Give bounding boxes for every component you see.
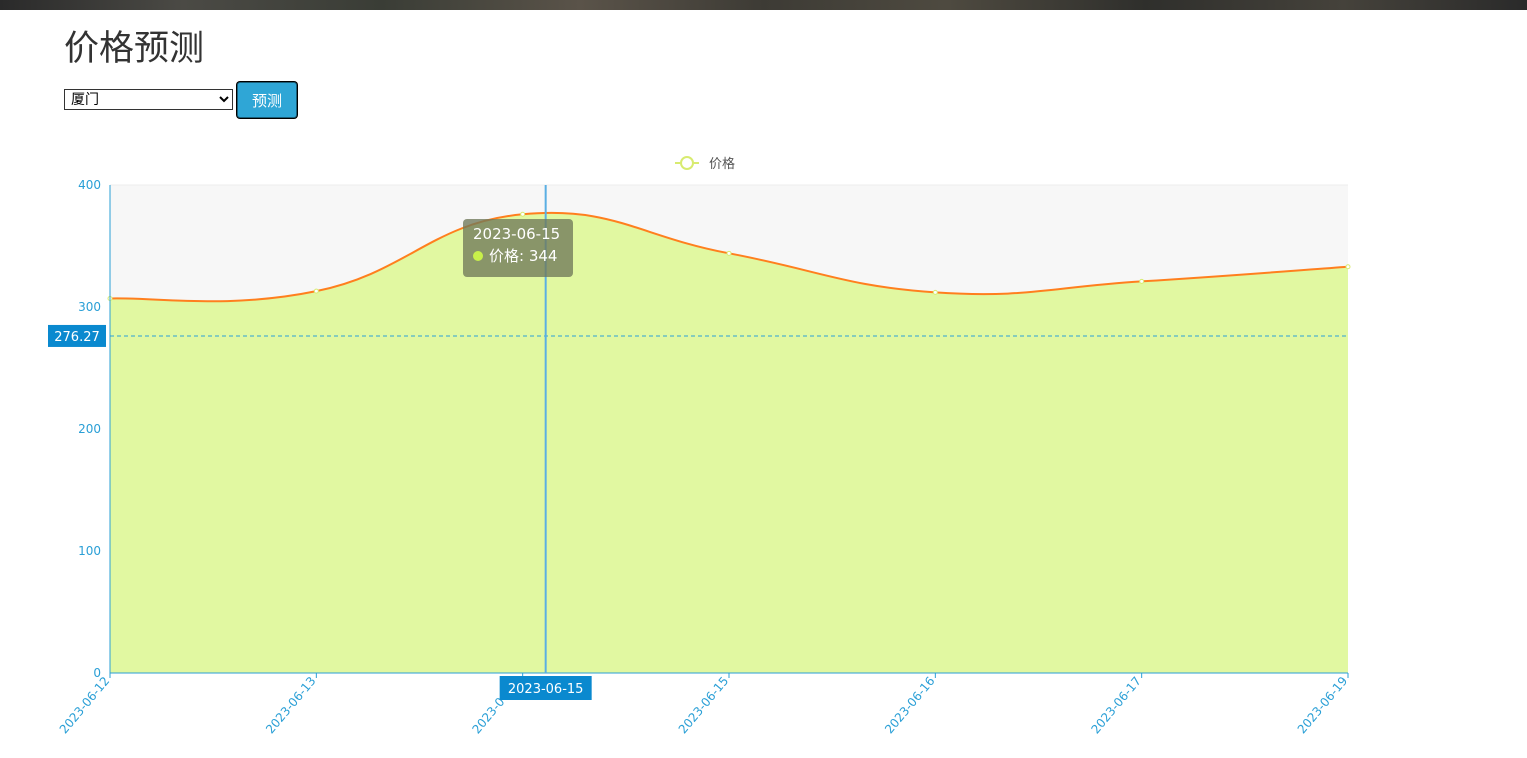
data-point bbox=[1345, 264, 1351, 270]
legend-marker bbox=[680, 156, 694, 170]
tooltip-value: 价格: 344 bbox=[489, 247, 558, 265]
x-tick-label: 2023-06-19 bbox=[1295, 674, 1351, 736]
x-tick-label: 2023-06-12 bbox=[57, 674, 113, 736]
city-select[interactable]: 厦门 bbox=[64, 89, 233, 110]
top-banner-image bbox=[0, 0, 1527, 10]
x-tick-label: 2023-06-16 bbox=[882, 674, 938, 736]
predict-button[interactable]: 预测 bbox=[237, 82, 297, 118]
data-point bbox=[1139, 278, 1145, 284]
data-point bbox=[313, 288, 319, 294]
x-tick-label: 2023-06-13 bbox=[263, 674, 319, 736]
y-tick-label: 100 bbox=[78, 544, 101, 558]
tooltip-series-dot bbox=[473, 250, 483, 261]
tooltip-title: 2023-06-15 bbox=[473, 225, 561, 243]
data-point bbox=[726, 250, 732, 256]
chart-tooltip: 2023-06-15 价格: 344 bbox=[463, 219, 573, 277]
y-tick-label: 400 bbox=[78, 178, 101, 192]
tooltip-row: 价格: 344 bbox=[473, 245, 563, 266]
crosshair-y-label-box bbox=[48, 324, 106, 347]
y-tick-label: 200 bbox=[78, 422, 101, 436]
series-area bbox=[110, 212, 1348, 673]
data-point bbox=[520, 211, 526, 217]
x-tick-label: 2023-06-15 bbox=[676, 674, 732, 736]
page-title: 价格预测 bbox=[64, 29, 205, 69]
legend-label: 价格 bbox=[709, 156, 735, 172]
crosshair-y-label: 276.27 bbox=[54, 330, 100, 345]
y-tick-label: 300 bbox=[78, 300, 101, 314]
price-chart: 0 100 200 300 400 2023-06-12 2023-06-13 2023-06… bbox=[48, 156, 1351, 736]
crosshair-x-label: 2023-06-15 bbox=[508, 682, 584, 697]
x-tick-label: 2023-06-17 bbox=[1088, 674, 1144, 736]
y-tick-label: 0 bbox=[93, 666, 101, 680]
data-point bbox=[932, 289, 938, 295]
crosshair-x-label-box bbox=[499, 676, 592, 700]
